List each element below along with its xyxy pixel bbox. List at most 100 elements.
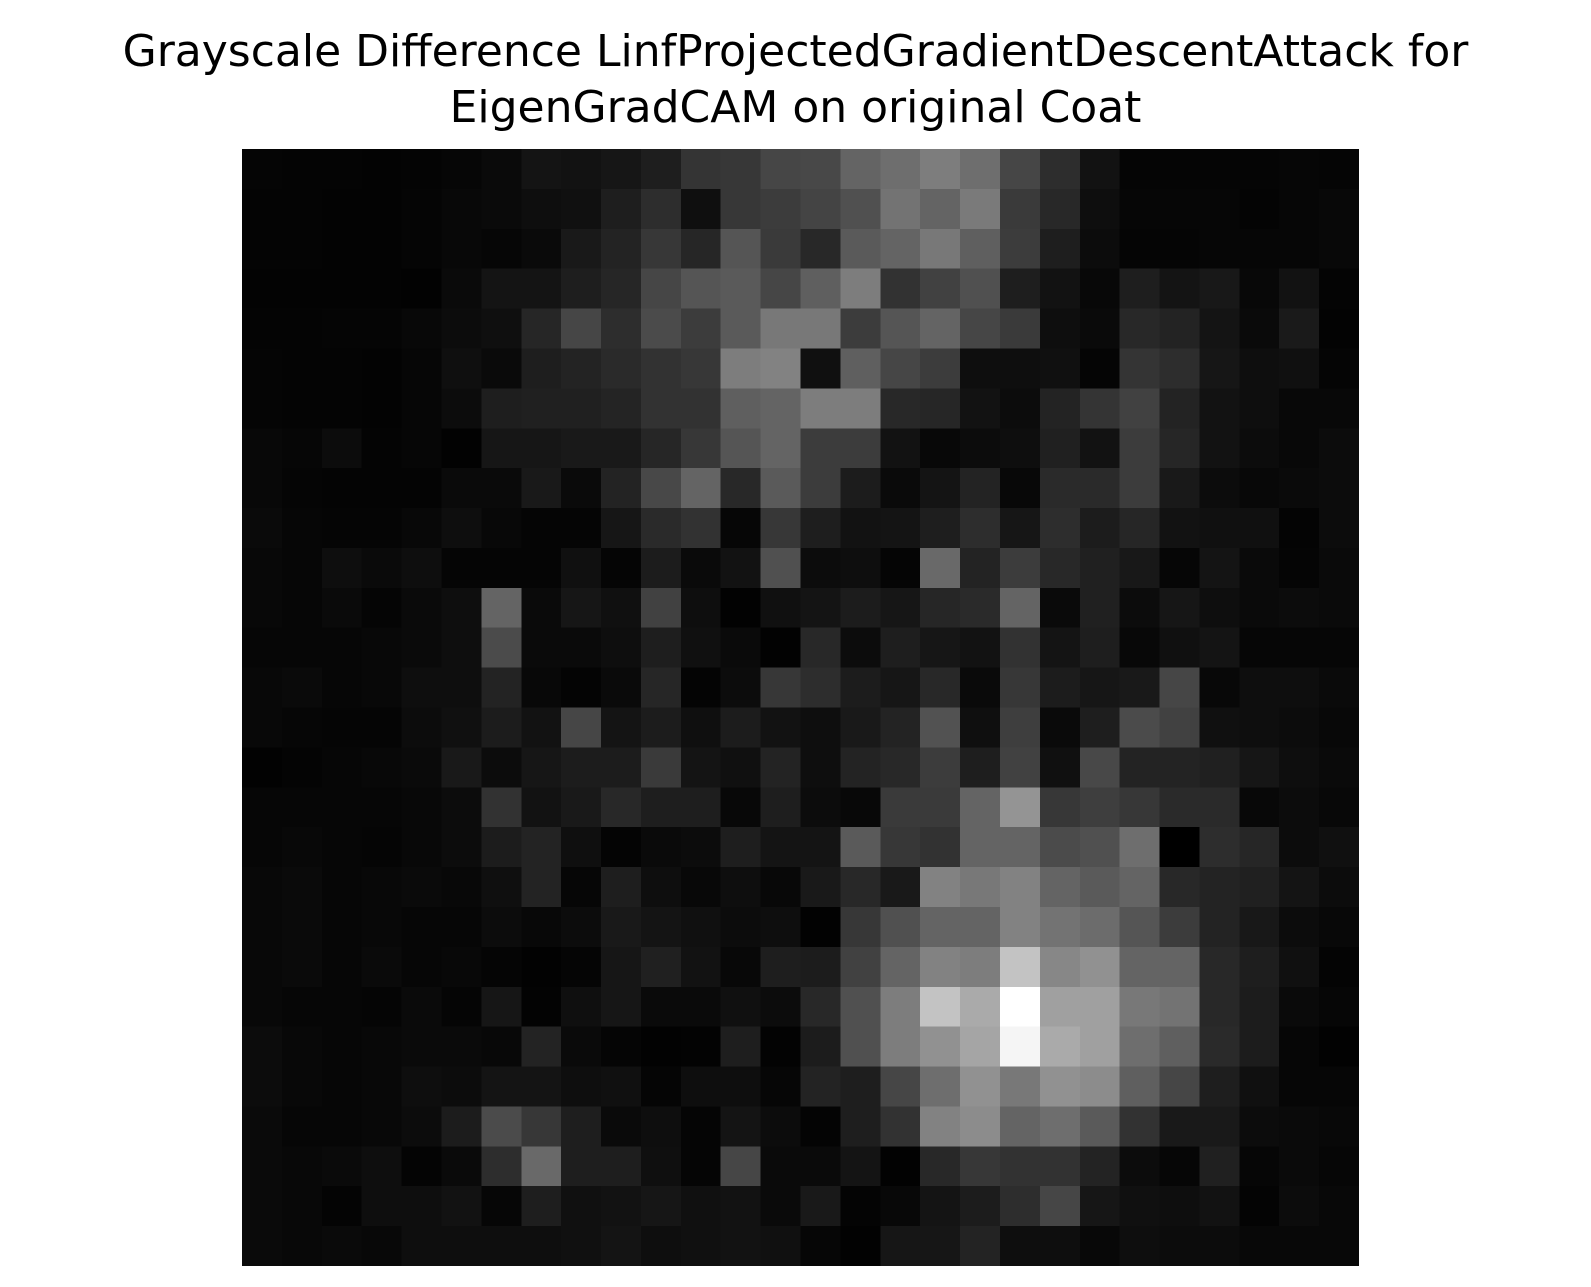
heatmap-cell	[601, 188, 642, 230]
heatmap-cell	[1079, 787, 1121, 828]
heatmap-cell	[601, 747, 642, 788]
heatmap-cell	[1119, 1026, 1161, 1068]
heatmap-cell	[281, 946, 323, 988]
heatmap-cell	[1119, 587, 1161, 629]
heatmap-cell	[880, 1066, 921, 1108]
heatmap-cell	[321, 906, 363, 948]
heatmap-cell	[481, 867, 522, 908]
heatmap-cell	[521, 986, 562, 1028]
heatmap-cell	[481, 787, 522, 828]
heatmap-cell	[1279, 627, 1320, 669]
heatmap-cell	[321, 1066, 363, 1108]
heatmap-cell	[401, 188, 443, 230]
heatmap-cell	[960, 627, 1001, 669]
heatmap-cell	[1079, 428, 1121, 469]
heatmap-cell	[1119, 707, 1161, 748]
heatmap-cell	[960, 1066, 1001, 1108]
heatmap-cell	[321, 268, 363, 310]
heatmap-cell	[1119, 149, 1161, 190]
heatmap-cell	[441, 308, 482, 350]
heatmap-cell	[640, 587, 682, 629]
heatmap-cell	[640, 188, 682, 230]
heatmap-cell	[321, 627, 363, 669]
heatmap-cell	[999, 348, 1041, 389]
heatmap-cell	[999, 228, 1041, 270]
heatmap-cell	[1079, 906, 1121, 948]
heatmap-cell	[1119, 1226, 1161, 1266]
heatmap-cell	[800, 1186, 841, 1227]
heatmap-cell	[999, 508, 1041, 549]
heatmap-cell	[840, 228, 881, 270]
heatmap-cell	[1159, 308, 1201, 350]
heatmap-cell	[840, 428, 881, 469]
heatmap-cell	[1279, 1106, 1320, 1147]
heatmap-cell	[242, 667, 283, 709]
heatmap-cell	[361, 1106, 403, 1147]
heatmap-cell	[880, 1226, 921, 1266]
heatmap-cell	[521, 188, 562, 230]
heatmap-cell	[1199, 986, 1240, 1028]
heatmap-cell	[242, 587, 283, 629]
heatmap-cell	[1159, 906, 1201, 948]
heatmap-cell	[242, 508, 283, 549]
heatmap-cell	[880, 946, 921, 988]
heatmap-cell	[1239, 707, 1280, 748]
heatmap-cell	[1319, 228, 1359, 270]
heatmap-cell	[1199, 587, 1240, 629]
heatmap-cell	[361, 946, 403, 988]
heatmap-cell	[680, 1026, 722, 1068]
heatmap-cell	[640, 747, 682, 788]
heatmap-cell	[1239, 188, 1280, 230]
heatmap-cell	[880, 1146, 921, 1187]
heatmap-cell	[242, 428, 283, 469]
heatmap-cell	[1319, 946, 1359, 988]
heatmap-cell	[321, 1146, 363, 1187]
heatmap-cell	[1239, 867, 1280, 908]
heatmap-cell	[1239, 667, 1280, 709]
heatmap-cell	[281, 1026, 323, 1068]
heatmap-cell	[960, 827, 1001, 868]
heatmap-cell	[1119, 747, 1161, 788]
heatmap-cell	[281, 747, 323, 788]
heatmap-cell	[401, 906, 443, 948]
heatmap-cell	[401, 946, 443, 988]
heatmap-cell	[242, 707, 283, 748]
heatmap-cell	[601, 667, 642, 709]
heatmap-cell	[1119, 268, 1161, 310]
heatmap-cell	[720, 308, 762, 350]
heatmap-cell	[999, 946, 1041, 988]
heatmap-cell	[1239, 428, 1280, 469]
heatmap-cell	[361, 787, 403, 828]
heatmap-cell	[999, 627, 1041, 669]
heatmap-cell	[720, 1146, 762, 1187]
heatmap-cell	[521, 1106, 562, 1147]
heatmap-cell	[640, 388, 682, 429]
heatmap-cell	[441, 188, 482, 230]
heatmap-cell	[640, 228, 682, 270]
heatmap-cell	[1239, 1186, 1280, 1227]
heatmap-cell	[960, 468, 1001, 509]
heatmap-cell	[640, 149, 682, 190]
heatmap-cell	[1159, 747, 1201, 788]
heatmap-cell	[800, 1066, 841, 1108]
heatmap-cell	[242, 747, 283, 788]
heatmap-cell	[680, 1186, 722, 1227]
heatmap-cell	[361, 547, 403, 589]
heatmap-cell	[441, 508, 482, 549]
heatmap-cell	[321, 1186, 363, 1227]
heatmap-cell	[800, 1026, 841, 1068]
heatmap-cell	[561, 149, 602, 190]
heatmap-cell	[401, 1026, 443, 1068]
heatmap-cell	[720, 747, 762, 788]
heatmap-cell	[441, 1226, 482, 1266]
heatmap-cell	[321, 188, 363, 230]
heatmap-cell	[441, 827, 482, 868]
heatmap-cell	[680, 388, 722, 429]
heatmap-cell	[760, 308, 802, 350]
heatmap-cell	[601, 1186, 642, 1227]
heatmap-cell	[1039, 1146, 1081, 1187]
heatmap-cell	[521, 308, 562, 350]
heatmap-cell	[880, 587, 921, 629]
heatmap-cell	[281, 228, 323, 270]
heatmap-cell	[281, 1146, 323, 1187]
